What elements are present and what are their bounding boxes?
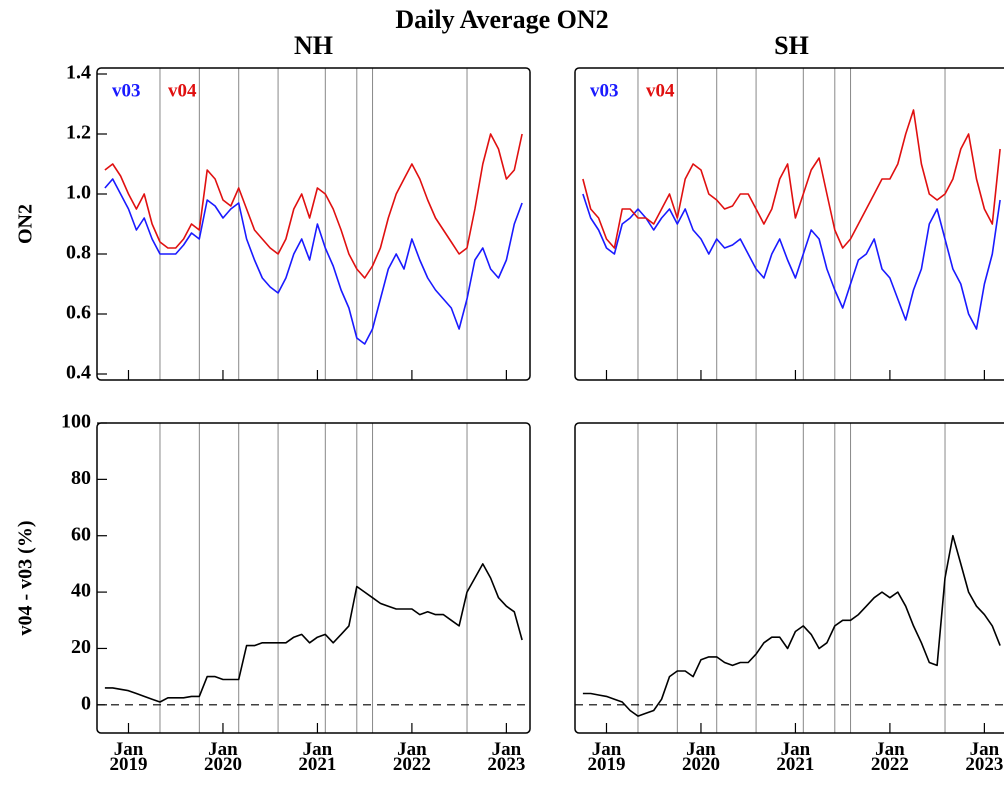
series-line: [582, 109, 1001, 249]
y-tick-label: 0.8: [66, 242, 91, 264]
x-tick-label: Jan 2023: [965, 739, 1004, 775]
plot-frame: [574, 67, 1004, 381]
y-tick-label: 1.2: [66, 122, 91, 144]
y-tick-label: 0.6: [66, 302, 91, 324]
figure-title: Daily Average ON2: [395, 5, 608, 34]
series-line: [104, 133, 523, 279]
x-tick-label: Jan 2019: [109, 739, 148, 775]
y-tick-label: 60: [71, 523, 91, 545]
y-axis-label: v04 - v03 (%): [15, 521, 37, 636]
x-tick-label: Jan 2020: [203, 739, 242, 775]
y-tick-label: 1.4: [66, 62, 91, 84]
legend-label: v03: [112, 80, 141, 101]
y-tick-label: 1.0: [66, 182, 91, 204]
plot-frame: [574, 422, 1004, 734]
y-tick-label: 100: [61, 411, 91, 433]
legend-label: v03: [590, 80, 619, 101]
x-tick-label: Jan 2022: [870, 739, 909, 775]
plot-frame: [96, 422, 531, 734]
series-line: [104, 563, 523, 703]
x-tick-label: Jan 2022: [392, 739, 431, 775]
legend-label: v04: [646, 80, 675, 101]
y-tick-label: 20: [71, 636, 91, 658]
series-line: [104, 178, 523, 345]
panel-title: NH: [294, 31, 333, 60]
series-line: [582, 193, 1001, 330]
y-tick-label: 0.4: [66, 362, 91, 384]
x-tick-label: Jan 2023: [487, 739, 526, 775]
legend-label: v04: [168, 80, 197, 101]
y-tick-label: 40: [71, 580, 91, 602]
panel-title: SH: [774, 31, 809, 60]
x-tick-label: Jan 2020: [681, 739, 720, 775]
y-axis-label: ON2: [15, 204, 37, 244]
y-tick-label: 0: [81, 692, 91, 714]
x-tick-label: Jan 2019: [587, 739, 626, 775]
plot-frame: [96, 67, 531, 381]
y-tick-label: 80: [71, 467, 91, 489]
x-tick-label: Jan 2021: [298, 739, 337, 775]
x-tick-label: Jan 2021: [776, 739, 815, 775]
series-line: [582, 534, 1001, 717]
